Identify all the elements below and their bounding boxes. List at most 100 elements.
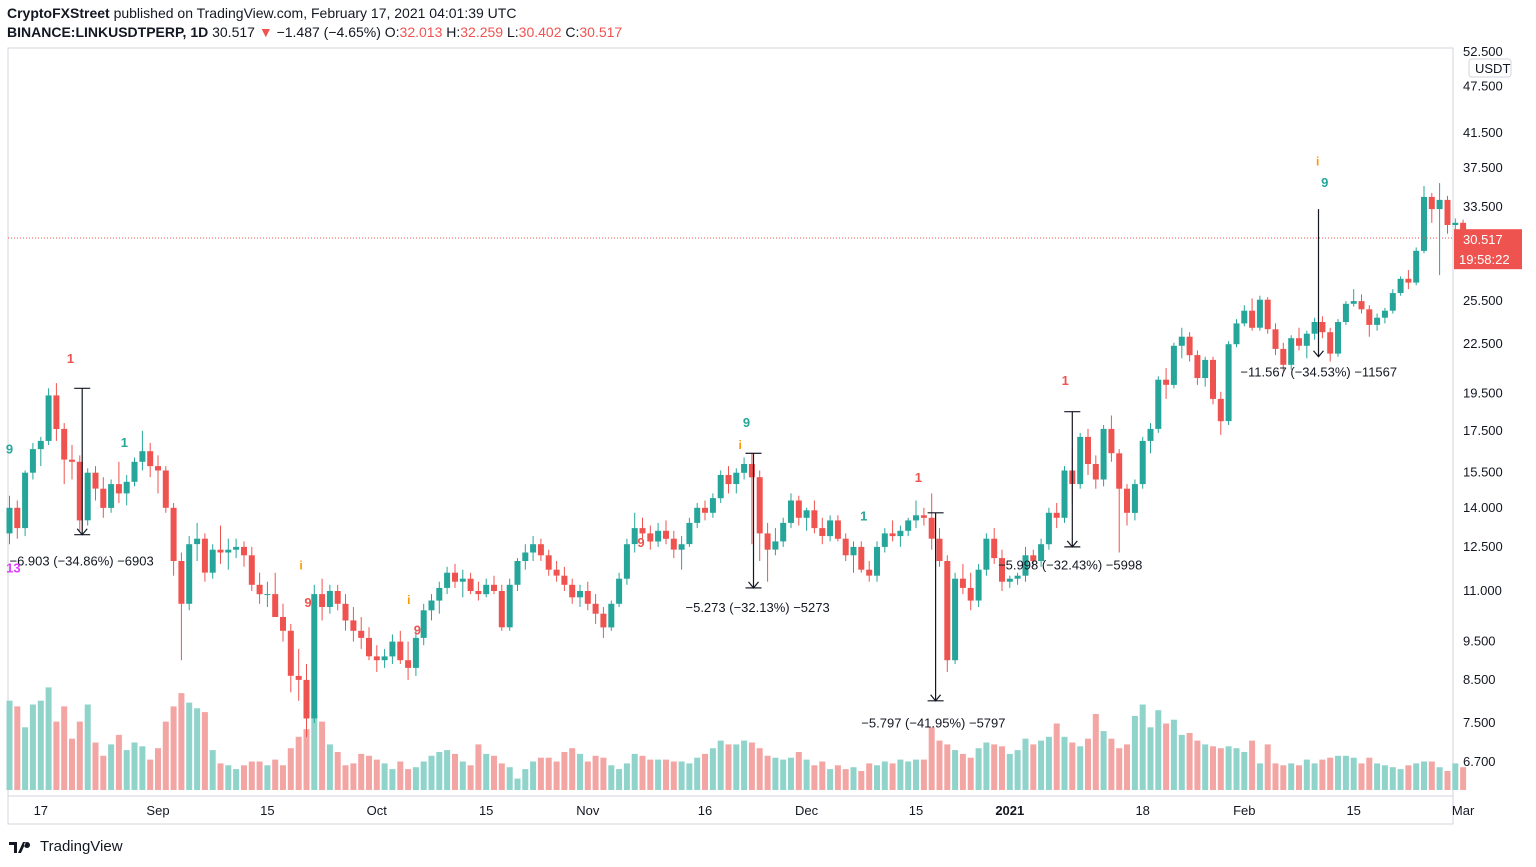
- candle-body: [1178, 336, 1185, 346]
- volume-bar: [1045, 736, 1052, 790]
- candle-body: [1163, 379, 1170, 385]
- candle-body: [530, 544, 537, 553]
- volume-bar: [248, 761, 255, 790]
- candle-body: [92, 472, 99, 489]
- volume-bar: [631, 753, 638, 790]
- price-tick-label: 11.000: [1463, 583, 1502, 598]
- candle-body: [991, 538, 998, 559]
- volume-bar: [420, 761, 427, 790]
- price-range-measure[interactable]: −5.797 (−41.95%) −5797: [861, 512, 1006, 731]
- currency-badge[interactable]: USDT: [1468, 58, 1512, 78]
- down-arrow-icon: ▼: [258, 24, 273, 40]
- volume-bar: [326, 744, 333, 790]
- volume-bar: [913, 759, 919, 790]
- last-price: 30.517: [212, 24, 255, 40]
- candle-body: [733, 472, 740, 484]
- volume-bar: [616, 769, 623, 790]
- candle-body: [420, 610, 427, 638]
- volume-bar: [1038, 740, 1045, 790]
- volume-bar: [944, 744, 951, 790]
- candle-body: [412, 637, 419, 668]
- candle-body: [358, 630, 365, 638]
- symbol-name[interactable]: BINANCE:LINKUSDTPERP, 1D: [7, 24, 209, 40]
- price-range-measure[interactable]: −5.998 (−32.43%) −5998: [998, 411, 1142, 573]
- candle-body: [1311, 322, 1318, 334]
- td-sequential-marker: 9: [304, 595, 311, 610]
- volume-bar: [1139, 704, 1146, 790]
- candle-body: [241, 546, 247, 556]
- volume-bar: [76, 721, 83, 790]
- tradingview-logo[interactable]: TradingView: [8, 836, 123, 856]
- measure-label: −5.998 (−32.43%) −5998: [998, 558, 1142, 573]
- volume-bar: [1077, 746, 1084, 790]
- volume-bar: [811, 765, 818, 790]
- volume-bar: [530, 761, 537, 790]
- volume-bar: [1241, 752, 1248, 790]
- price-tick-label: 37.500: [1463, 160, 1503, 175]
- open-label: O:: [384, 24, 400, 40]
- candle-body: [764, 533, 771, 550]
- candle-body: [108, 484, 115, 508]
- candle-body: [498, 591, 505, 628]
- volume-bar: [569, 748, 576, 790]
- candle-body: [553, 569, 560, 576]
- candle-body: [1038, 544, 1045, 561]
- volume-bar: [37, 700, 44, 790]
- price-change: −1.487 (−4.65%): [276, 24, 381, 40]
- volume-bar: [1421, 761, 1427, 790]
- volume-bar: [1147, 727, 1154, 790]
- time-tick-label: 17: [34, 803, 48, 818]
- candle-body: [452, 572, 458, 582]
- candle-body: [623, 544, 630, 579]
- volume-bar: [1014, 750, 1021, 790]
- candle-body: [1374, 317, 1381, 325]
- candle-body: [647, 533, 654, 542]
- volume-bar: [1233, 748, 1240, 790]
- time-tick-label: Nov: [576, 803, 600, 818]
- candle-body: [139, 451, 146, 462]
- volume-bar: [733, 744, 740, 790]
- volume-bar: [1280, 765, 1287, 790]
- price-range-measure[interactable]: −11.567 (−34.53%) −11567: [1240, 209, 1397, 379]
- volume-bar: [1413, 763, 1420, 790]
- volume-bar: [866, 763, 873, 790]
- price-tick-label: 47.500: [1463, 79, 1503, 94]
- low-label: L:: [506, 24, 519, 40]
- volume-bar: [366, 755, 372, 790]
- candle-body: [29, 449, 36, 473]
- volume-bar: [1381, 765, 1388, 790]
- volume-bar: [225, 765, 232, 790]
- volume-bar: [1210, 746, 1216, 790]
- volume-bar: [1124, 744, 1130, 790]
- candle-body: [1428, 196, 1435, 210]
- candle-body: [1116, 453, 1123, 489]
- volume-bar: [1131, 715, 1138, 790]
- time-tick-label: Mar: [1452, 803, 1475, 818]
- candle-body: [1108, 428, 1115, 454]
- volume-bar: [748, 742, 755, 790]
- volume-bar: [975, 748, 982, 790]
- price-range-measure[interactable]: −5.273 (−32.13%) −5273: [686, 452, 830, 615]
- price-range-measure[interactable]: −6.903 (−34.86%) −6903: [10, 387, 154, 568]
- candle-body: [272, 594, 279, 617]
- candle-body: [1092, 464, 1099, 480]
- volume-bar: [100, 755, 107, 790]
- candle-body: [834, 520, 841, 539]
- candle-body: [1288, 338, 1295, 365]
- volume-bar: [647, 759, 654, 790]
- author-name[interactable]: CryptoFXStreet: [7, 5, 110, 21]
- candle-body: [600, 613, 607, 628]
- candle-body: [889, 533, 896, 537]
- volume-bar: [69, 738, 75, 790]
- volume-bar: [1319, 759, 1326, 790]
- candle-body: [631, 528, 638, 545]
- volume-bar: [897, 759, 904, 790]
- volume-bar: [1460, 767, 1467, 790]
- volume-bar: [272, 759, 279, 790]
- candle-body: [61, 428, 68, 460]
- candle-body: [1053, 512, 1060, 518]
- volume-bar: [358, 753, 365, 790]
- candle-body: [76, 461, 83, 521]
- volume-bar: [186, 702, 193, 790]
